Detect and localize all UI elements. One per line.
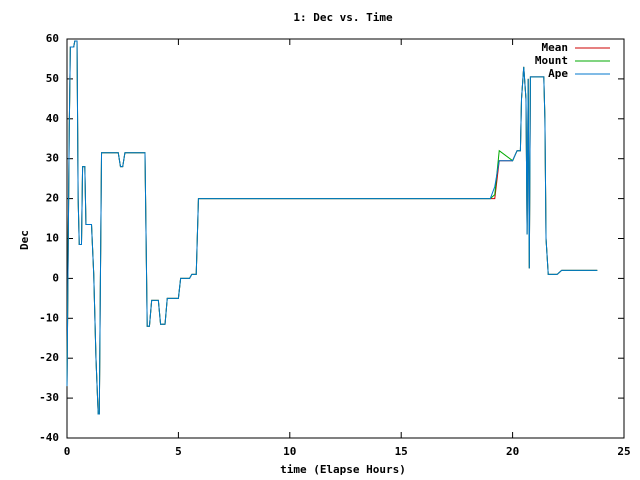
series-line xyxy=(66,40,598,415)
y-tick-label: 30 xyxy=(46,152,59,165)
legend-label: Ape xyxy=(548,67,568,80)
y-tick-label: -20 xyxy=(39,351,59,364)
x-tick-label: 5 xyxy=(175,445,182,458)
y-tick-label: 20 xyxy=(46,192,59,205)
y-tick-label: -10 xyxy=(39,311,59,324)
x-tick-label: 25 xyxy=(617,445,630,458)
y-tick-label: -40 xyxy=(39,431,59,444)
y-tick-label: 10 xyxy=(46,232,59,245)
y-axis-label: Dec xyxy=(18,230,31,250)
legend-label: Mean xyxy=(542,41,569,54)
y-tick-label: 60 xyxy=(46,32,59,45)
y-tick-label: 40 xyxy=(46,112,59,125)
y-tick-label: -30 xyxy=(39,391,59,404)
series-line xyxy=(66,40,598,415)
x-tick-label: 20 xyxy=(506,445,519,458)
y-tick-label: 50 xyxy=(46,72,59,85)
x-tick-label: 15 xyxy=(395,445,408,458)
plot-frame xyxy=(66,38,625,439)
y-tick-label: 0 xyxy=(52,271,59,284)
x-axis-label: time (Elapse Hours) xyxy=(280,463,406,476)
legend-label: Mount xyxy=(535,54,568,67)
x-tick-label: 10 xyxy=(283,445,296,458)
chart-title: 1: Dec vs. Time xyxy=(293,11,393,24)
x-tick-label: 0 xyxy=(64,445,71,458)
series-line xyxy=(66,40,598,415)
